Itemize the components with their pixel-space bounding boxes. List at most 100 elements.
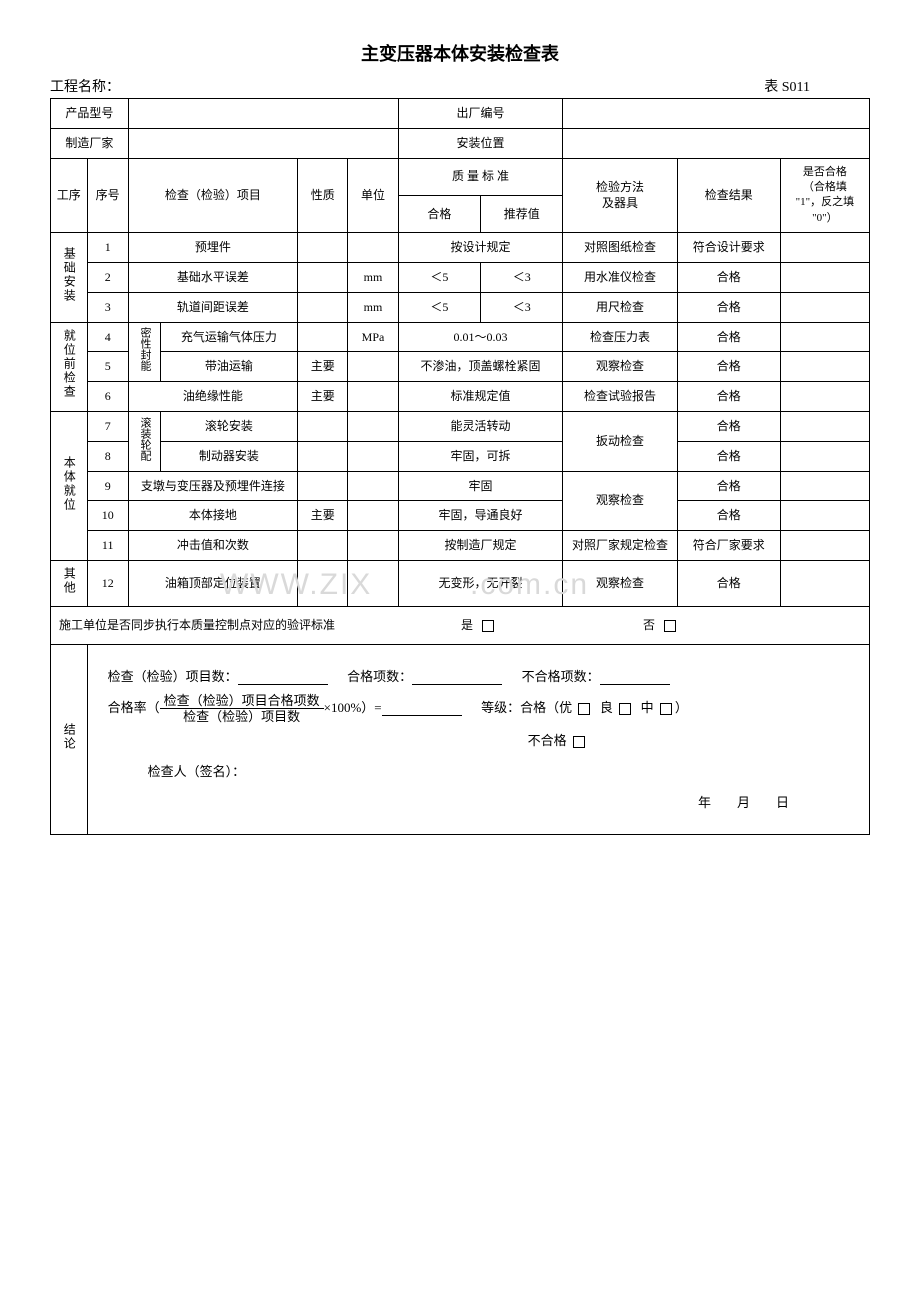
cell-unit bbox=[348, 441, 398, 471]
col-pass: 合格 bbox=[398, 195, 480, 232]
sync-row: 施工单位是否同步执行本质量控制点对应的验评标准 是 否 bbox=[51, 606, 870, 644]
cell-method: 对照图纸检查 bbox=[563, 233, 677, 263]
info-row-1: 产品型号 出厂编号 bbox=[51, 99, 870, 129]
cell-result: 合格 bbox=[677, 471, 780, 501]
table-row: 5 带油运输 主要 不渗油，顶盖螺栓紧固 观察检查 合格 bbox=[51, 352, 870, 382]
cell-method: 扳动检查 bbox=[563, 411, 677, 471]
cell-pass: ＜5 bbox=[398, 292, 480, 322]
cell-ispass bbox=[780, 352, 869, 382]
cell-nature bbox=[298, 322, 348, 352]
cell-result: 合格 bbox=[677, 560, 780, 606]
cell-item: 油箱顶部定位装置 bbox=[128, 560, 297, 606]
table-row: 11 冲击值和次数 按制造厂规定 对照厂家规定检查 符合厂家要求 bbox=[51, 531, 870, 561]
cell-pass: 牢固，可拆 bbox=[398, 441, 563, 471]
cell-unit bbox=[348, 411, 398, 441]
cell-method: 检查试验报告 bbox=[563, 382, 677, 412]
checkbox-icon[interactable] bbox=[664, 620, 676, 632]
cell-result: 合格 bbox=[677, 322, 780, 352]
yes-label: 是 bbox=[461, 618, 473, 632]
checkbox-icon[interactable] bbox=[573, 736, 585, 748]
cell-ispass bbox=[780, 560, 869, 606]
cell-result: 符合厂家要求 bbox=[677, 531, 780, 561]
cell-unit bbox=[348, 471, 398, 501]
cell-nature bbox=[298, 441, 348, 471]
cell-item: 预埋件 bbox=[128, 233, 297, 263]
cell-result: 符合设计要求 bbox=[677, 233, 780, 263]
checkbox-icon[interactable] bbox=[482, 620, 494, 632]
cell-pass: 无变形，无开裂 bbox=[398, 560, 563, 606]
col-seq: 序号 bbox=[87, 158, 128, 233]
table-row: 本体就位 7 滚装轮配 滚轮安装 能灵活转动 扳动检查 合格 bbox=[51, 411, 870, 441]
manufacturer-label: 制造厂家 bbox=[51, 128, 129, 158]
checkbox-icon[interactable] bbox=[619, 703, 631, 715]
cell-result: 合格 bbox=[677, 352, 780, 382]
table-row: 2 基础水平误差 mm ＜5 ＜3 用水准仪检查 合格 bbox=[51, 262, 870, 292]
project-label: 工程名称： bbox=[50, 76, 190, 96]
cell-nature bbox=[298, 292, 348, 322]
col-ispass: 是否合格 （合格填 "1"，反之填 "0"） bbox=[780, 158, 869, 233]
cell-pass: 0.01～0.03 bbox=[398, 322, 563, 352]
col-nature: 性质 bbox=[298, 158, 348, 233]
conc-l4: 检查人（签名）： bbox=[148, 764, 246, 779]
col-quality: 质 量 标 准 bbox=[398, 158, 563, 195]
cell-ispass bbox=[780, 292, 869, 322]
cell-item: 制动器安装 bbox=[160, 441, 297, 471]
cell-ispass bbox=[780, 322, 869, 352]
table-row: 6 油绝缘性能 主要 标准规定值 检查试验报告 合格 bbox=[51, 382, 870, 412]
cell-item: 本体接地 bbox=[128, 501, 297, 531]
conc-date: 年 月 日 bbox=[698, 795, 789, 810]
cell-seq: 11 bbox=[87, 531, 128, 561]
cell-method: 观察检查 bbox=[563, 560, 677, 606]
cell-ispass bbox=[780, 531, 869, 561]
factory-no-value bbox=[563, 99, 870, 129]
cell-seq: 6 bbox=[87, 382, 128, 412]
cell-method: 观察检查 bbox=[563, 471, 677, 531]
cell-ispass bbox=[780, 441, 869, 471]
cell-pass: 按制造厂规定 bbox=[398, 531, 563, 561]
group-label: 其他 bbox=[60, 567, 77, 595]
checkbox-icon[interactable] bbox=[578, 703, 590, 715]
cell-unit: MPa bbox=[348, 322, 398, 352]
conc-l3: 不合格 bbox=[528, 733, 567, 748]
cell-item: 油绝缘性能 bbox=[128, 382, 297, 412]
cell-nature bbox=[298, 233, 348, 263]
factory-no-label: 出厂编号 bbox=[398, 99, 563, 129]
cell-ispass bbox=[780, 233, 869, 263]
cell-ispass bbox=[780, 501, 869, 531]
inspection-table: 产品型号 出厂编号 制造厂家 安装位置 工序 序号 检查（检验）项目 性质 单位… bbox=[50, 98, 870, 835]
cell-item: 带油运输 bbox=[160, 352, 297, 382]
frac-bot: 检查（检验）项目数 bbox=[160, 709, 324, 725]
table-row: 其他 12 油箱顶部定位装置 无变形，无开裂 观察检查 合格 bbox=[51, 560, 870, 606]
cell-unit bbox=[348, 352, 398, 382]
page-title: 主变压器本体安装检查表 bbox=[50, 40, 870, 66]
cell-nature: 主要 bbox=[298, 382, 348, 412]
cell-seq: 4 bbox=[87, 322, 128, 352]
cell-result: 合格 bbox=[677, 382, 780, 412]
table-row: 9 支墩与变压器及预埋件连接 牢固 观察检查 合格 bbox=[51, 471, 870, 501]
cell-ispass bbox=[780, 411, 869, 441]
cell-seq: 1 bbox=[87, 233, 128, 263]
header-row: 工程名称： 表 S011 bbox=[50, 76, 870, 96]
product-model-label: 产品型号 bbox=[51, 99, 129, 129]
cell-nature: 主要 bbox=[298, 352, 348, 382]
cell-item: 冲击值和次数 bbox=[128, 531, 297, 561]
checkbox-icon[interactable] bbox=[660, 703, 672, 715]
sync-label: 施工单位是否同步执行本质量控制点对应的验评标准 bbox=[59, 618, 335, 632]
cell-seq: 2 bbox=[87, 262, 128, 292]
no-label: 否 bbox=[643, 618, 655, 632]
info-row-2: 制造厂家 安装位置 bbox=[51, 128, 870, 158]
col-item: 检查（检验）项目 bbox=[128, 158, 297, 233]
cell-method: 检查压力表 bbox=[563, 322, 677, 352]
cell-nature bbox=[298, 262, 348, 292]
conc-l2b: ×100%）= bbox=[324, 700, 382, 715]
sub-label: 滚装轮配 bbox=[137, 417, 152, 461]
col-method: 检验方法 及器具 bbox=[563, 158, 677, 233]
col-process: 工序 bbox=[51, 158, 88, 233]
cell-nature bbox=[298, 560, 348, 606]
col-unit: 单位 bbox=[348, 158, 398, 233]
cell-unit: mm bbox=[348, 292, 398, 322]
cell-seq: 10 bbox=[87, 501, 128, 531]
group-label: 本体就位 bbox=[60, 456, 77, 512]
conc-l1a: 检查（检验）项目数： bbox=[108, 669, 238, 684]
cell-method: 对照厂家规定检查 bbox=[563, 531, 677, 561]
